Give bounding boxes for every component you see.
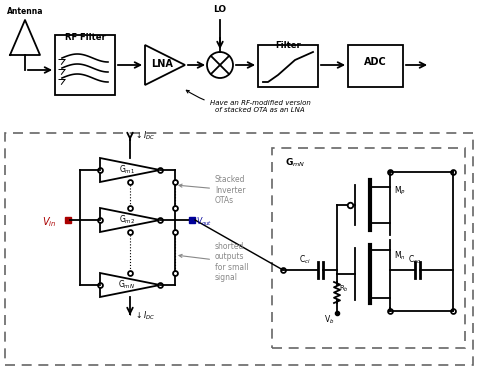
- Bar: [55, 35, 115, 95]
- Text: Filter: Filter: [275, 41, 301, 50]
- Text: $V_{out}$: $V_{out}$: [196, 216, 212, 228]
- Bar: [258, 45, 318, 87]
- Text: M$_n$: M$_n$: [394, 249, 406, 261]
- Bar: [272, 148, 465, 348]
- Text: G$_{mN}$: G$_{mN}$: [285, 156, 305, 169]
- Bar: [348, 45, 403, 87]
- Text: RF Filter: RF Filter: [65, 33, 105, 42]
- Text: Stacked
Inverter
OTAs: Stacked Inverter OTAs: [179, 175, 246, 205]
- Text: G$_{m2}$: G$_{m2}$: [119, 214, 135, 226]
- Text: shorted
outputs
for small
signal: shorted outputs for small signal: [179, 242, 249, 282]
- Text: LNA: LNA: [151, 59, 173, 69]
- Bar: [5, 133, 473, 365]
- Text: G$_{m1}$: G$_{m1}$: [119, 164, 135, 176]
- Text: C$_{co}$: C$_{co}$: [408, 253, 422, 266]
- Text: G$_{mN}$: G$_{mN}$: [119, 279, 136, 291]
- Text: $\downarrow I_{DC}$: $\downarrow I_{DC}$: [134, 310, 155, 322]
- Text: C$_{ci}$: C$_{ci}$: [299, 253, 311, 266]
- Text: $\downarrow I_{DC}$: $\downarrow I_{DC}$: [134, 130, 155, 142]
- Text: Antenna: Antenna: [7, 7, 43, 16]
- Text: R$_b$: R$_b$: [339, 283, 349, 294]
- Text: ADC: ADC: [364, 57, 386, 67]
- Text: $V_{in}$: $V_{in}$: [42, 215, 56, 229]
- Text: M$_P$: M$_P$: [394, 184, 406, 196]
- Text: V$_b$: V$_b$: [324, 314, 334, 327]
- Text: Have an RF-modified version
of stacked OTA as an LNA: Have an RF-modified version of stacked O…: [186, 90, 310, 113]
- Text: LO: LO: [214, 5, 227, 14]
